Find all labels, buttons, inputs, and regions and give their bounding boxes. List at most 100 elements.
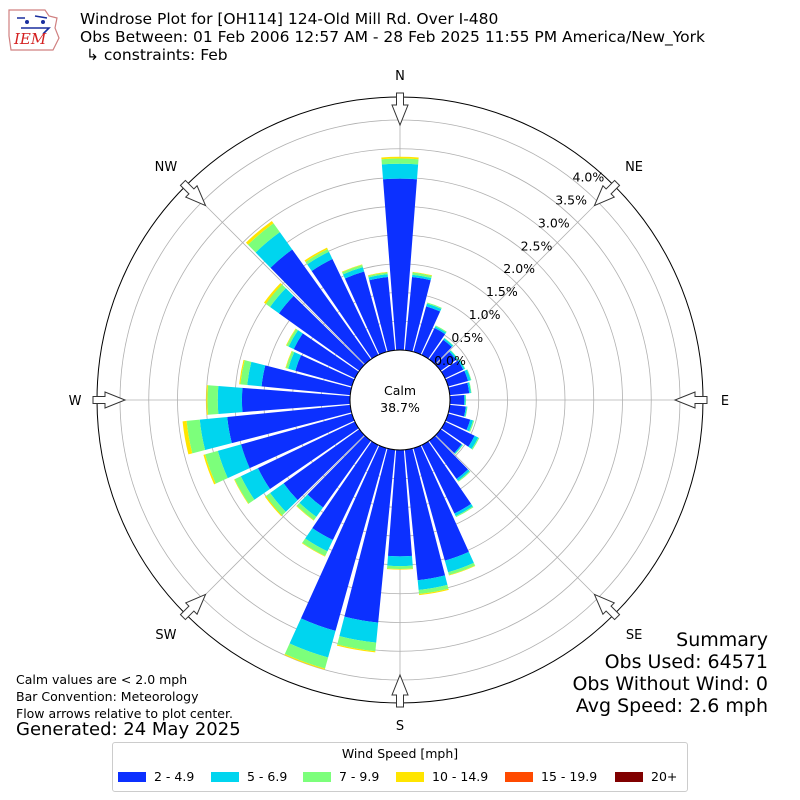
windrose-bar <box>284 643 329 669</box>
flow-arrow-icon <box>179 593 207 621</box>
windrose-bar <box>417 575 448 590</box>
windrose-bar <box>381 156 419 160</box>
legend-swatch <box>118 772 146 782</box>
windrose-bar <box>285 350 293 369</box>
windrose-bar <box>459 359 466 369</box>
grid-ring <box>148 148 652 652</box>
windrose-bar <box>265 284 286 307</box>
windrose-bar <box>418 584 449 594</box>
flow-arrow-icon <box>391 92 409 127</box>
windrose-bar <box>342 264 363 275</box>
windrose-bar <box>296 502 317 521</box>
radial-tick-label: 0.5% <box>451 330 483 345</box>
windrose-bar <box>312 441 379 540</box>
windrose-bar <box>263 282 283 304</box>
windrose-bar <box>300 445 387 631</box>
radial-tick-label: 2.5% <box>521 238 553 253</box>
legend-item: 2 - 4.9 <box>118 769 194 784</box>
windrose-bar <box>387 565 413 570</box>
radial-tick-label: 3.5% <box>555 192 587 207</box>
windrose-bar <box>206 385 208 415</box>
windrose-bar <box>466 419 474 432</box>
windrose-bar <box>465 394 467 406</box>
radial-tick-label: 1.5% <box>486 284 518 299</box>
calm-note: Calm values are < 2.0 mph <box>16 672 188 687</box>
direction-label: E <box>721 394 729 409</box>
windrose-bar <box>299 494 324 517</box>
windrose-bar <box>257 421 359 489</box>
windrose-bar <box>448 562 476 575</box>
windrose-bar <box>207 385 219 415</box>
windrose-bar <box>305 249 329 265</box>
flow-arrow-icon <box>92 391 127 409</box>
grid-spoke <box>185 435 365 615</box>
legend: Wind Speed [mph] 2 - 4.9 5 - 6.9 7 - 9.9… <box>112 742 688 792</box>
windrose-bar <box>344 448 396 623</box>
windrose-bar <box>445 370 469 387</box>
windrose-bar <box>412 274 432 281</box>
windrose-bar <box>449 395 465 405</box>
direction-label: SE <box>626 628 642 643</box>
legend-item: 7 - 9.9 <box>303 769 379 784</box>
windrose-bar <box>367 271 388 276</box>
windrose-bar <box>205 450 228 484</box>
windrose-bar <box>296 505 314 521</box>
windrose-bar <box>343 267 365 279</box>
windrose-bar <box>239 359 245 385</box>
windrose-bar <box>443 338 454 348</box>
windrose-bar <box>469 420 475 432</box>
windrose-bar <box>467 382 471 394</box>
legend-item: 5 - 6.9 <box>211 769 287 784</box>
windrose-bar <box>261 365 352 396</box>
windrose-bar <box>270 249 371 365</box>
bar-convention-note: Bar Convention: Meteorology <box>16 689 199 704</box>
legend-item: 20+ <box>615 769 677 784</box>
windrose-bar <box>404 448 446 581</box>
radial-tick-label: 1.0% <box>469 307 501 322</box>
legend-swatch <box>615 772 643 782</box>
windrose-bar <box>444 337 454 346</box>
windrose-bar <box>381 158 419 165</box>
windrose-bar <box>441 421 475 447</box>
windrose-bar <box>429 435 468 479</box>
windrose-bar <box>468 435 479 450</box>
legend-title: Wind Speed [mph] <box>341 746 459 761</box>
windrose-bar <box>288 352 302 371</box>
windrose-bar <box>241 413 355 469</box>
windrose-bar <box>234 479 249 504</box>
legend-item: 10 - 14.9 <box>396 769 488 784</box>
windrose-bar <box>336 644 376 653</box>
legend-swatch <box>211 772 239 782</box>
windrose-bar <box>412 272 432 279</box>
summary-obs-without-wind: Obs Without Wind: 0 <box>572 673 768 695</box>
windrose-bar <box>450 350 458 359</box>
windrose-bar <box>455 444 464 455</box>
windrose-bar <box>457 359 465 370</box>
flow-arrow-icon <box>593 593 621 621</box>
windrose-bar <box>435 325 447 333</box>
windrose-bar <box>412 271 433 276</box>
windrose-bar <box>265 493 286 516</box>
windrose-bar <box>234 476 255 504</box>
windrose-bar <box>465 406 468 417</box>
windrose-bar <box>381 163 419 180</box>
radial-tick-label: 3.0% <box>538 215 570 230</box>
grid-spoke <box>435 435 615 615</box>
windrose-bar <box>278 295 365 371</box>
iem-logo: IEM <box>8 9 60 51</box>
windrose-bar <box>435 351 457 371</box>
windrose-bar <box>404 276 431 352</box>
windrose-bar <box>383 178 417 351</box>
constraints: ↳ constraints: Feb <box>86 46 228 64</box>
windrose-bar <box>429 339 452 365</box>
windrose-bar <box>247 223 280 253</box>
windrose-bar <box>227 404 352 444</box>
windrose-bar <box>240 468 271 500</box>
windrose-bar <box>464 369 471 381</box>
windrose-bar <box>456 469 470 481</box>
windrose-bar <box>255 232 293 268</box>
windrose-bar <box>454 444 463 454</box>
windrose-bar <box>368 272 388 278</box>
windrose-bar <box>182 420 193 455</box>
